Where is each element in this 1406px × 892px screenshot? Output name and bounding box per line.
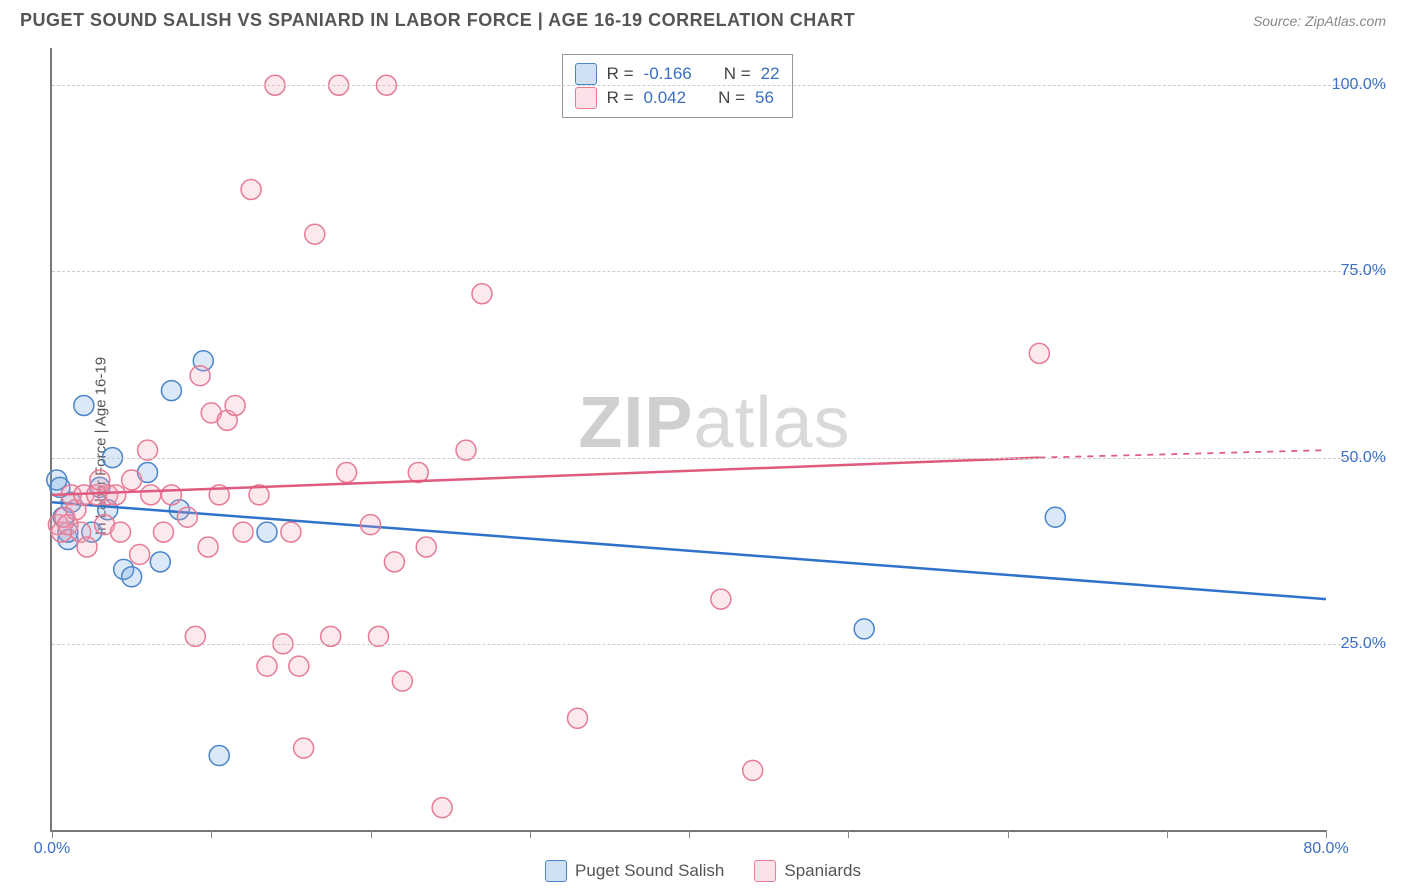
legend-n-value: 56: [755, 88, 774, 108]
x-tick: [211, 830, 212, 838]
chart-plot-area: ZIPatlas R =-0.166N =22R =0.042N =56 25.…: [50, 48, 1326, 832]
scatter-point-spaniards: [130, 544, 150, 564]
scatter-point-spaniards: [408, 463, 428, 483]
legend-swatch: [754, 860, 776, 882]
scatter-point-salish: [1045, 507, 1065, 527]
scatter-point-spaniards: [257, 656, 277, 676]
x-tick: [1326, 830, 1327, 838]
trendline-spaniards: [52, 458, 1039, 495]
legend-n-value: 22: [761, 64, 780, 84]
scatter-point-spaniards: [198, 537, 218, 557]
scatter-point-spaniards: [432, 798, 452, 818]
chart-title: PUGET SOUND SALISH VS SPANIARD IN LABOR …: [20, 10, 855, 31]
scatter-point-spaniards: [153, 522, 173, 542]
legend-n-label: N =: [724, 64, 751, 84]
scatter-point-spaniards: [337, 463, 357, 483]
scatter-point-spaniards: [289, 656, 309, 676]
y-tick-label: 75.0%: [1341, 262, 1386, 280]
scatter-point-spaniards: [305, 224, 325, 244]
scatter-point-spaniards: [233, 522, 253, 542]
scatter-point-spaniards: [225, 395, 245, 415]
scatter-point-spaniards: [177, 507, 197, 527]
scatter-point-spaniards: [141, 485, 161, 505]
x-tick: [689, 830, 690, 838]
y-tick-label: 50.0%: [1341, 449, 1386, 467]
scatter-point-spaniards: [384, 552, 404, 572]
legend-swatch: [545, 860, 567, 882]
legend-r-value: -0.166: [644, 64, 692, 84]
y-tick-label: 25.0%: [1341, 635, 1386, 653]
scatter-point-spaniards: [294, 738, 314, 758]
scatter-svg: [52, 48, 1326, 830]
legend-item-salish: Puget Sound Salish: [545, 860, 724, 882]
scatter-point-salish: [161, 381, 181, 401]
scatter-point-spaniards: [1029, 343, 1049, 363]
x-tick-label: 0.0%: [34, 840, 70, 858]
legend-series-label: Puget Sound Salish: [575, 861, 724, 881]
scatter-point-salish: [209, 746, 229, 766]
y-tick-label: 100.0%: [1332, 76, 1386, 94]
scatter-point-spaniards: [392, 671, 412, 691]
x-tick: [371, 830, 372, 838]
chart-header: PUGET SOUND SALISH VS SPANIARD IN LABOR …: [0, 0, 1406, 39]
legend-r-value: 0.042: [644, 88, 687, 108]
trendline-dashed-spaniards: [1039, 450, 1326, 457]
gridline: [52, 458, 1386, 459]
scatter-point-spaniards: [161, 485, 181, 505]
x-tick: [1167, 830, 1168, 838]
scatter-point-spaniards: [361, 515, 381, 535]
legend-item-spaniards: Spaniards: [754, 860, 861, 882]
scatter-point-salish: [257, 522, 277, 542]
gridline: [52, 271, 1386, 272]
series-legend: Puget Sound Salish Spaniards: [545, 860, 861, 882]
x-tick: [1008, 830, 1009, 838]
scatter-point-spaniards: [281, 522, 301, 542]
scatter-point-spaniards: [416, 537, 436, 557]
legend-r-label: R =: [607, 64, 634, 84]
scatter-point-spaniards: [711, 589, 731, 609]
scatter-point-spaniards: [106, 485, 126, 505]
x-tick: [530, 830, 531, 838]
x-tick-label: 80.0%: [1303, 840, 1348, 858]
scatter-point-spaniards: [110, 522, 130, 542]
legend-n-label: N =: [718, 88, 745, 108]
gridline: [52, 644, 1386, 645]
x-tick: [848, 830, 849, 838]
scatter-point-spaniards: [743, 760, 763, 780]
scatter-point-spaniards: [568, 708, 588, 728]
scatter-point-spaniards: [190, 366, 210, 386]
trendline-salish: [52, 502, 1326, 599]
legend-swatch: [575, 63, 597, 85]
scatter-point-spaniards: [472, 284, 492, 304]
scatter-point-salish: [854, 619, 874, 639]
scatter-point-salish: [74, 395, 94, 415]
scatter-point-spaniards: [122, 470, 142, 490]
scatter-point-salish: [150, 552, 170, 572]
scatter-point-salish: [122, 567, 142, 587]
legend-row-salish: R = -0.166 N = 22: [575, 63, 780, 85]
gridline: [52, 85, 1386, 86]
legend-row-spaniards: R = 0.042 N = 56: [575, 87, 780, 109]
legend-series-label: Spaniards: [784, 861, 861, 881]
legend-r-label: R =: [607, 88, 634, 108]
scatter-point-spaniards: [241, 180, 261, 200]
chart-source: Source: ZipAtlas.com: [1253, 13, 1386, 29]
scatter-point-spaniards: [77, 537, 97, 557]
legend-swatch: [575, 87, 597, 109]
x-tick: [52, 830, 53, 838]
